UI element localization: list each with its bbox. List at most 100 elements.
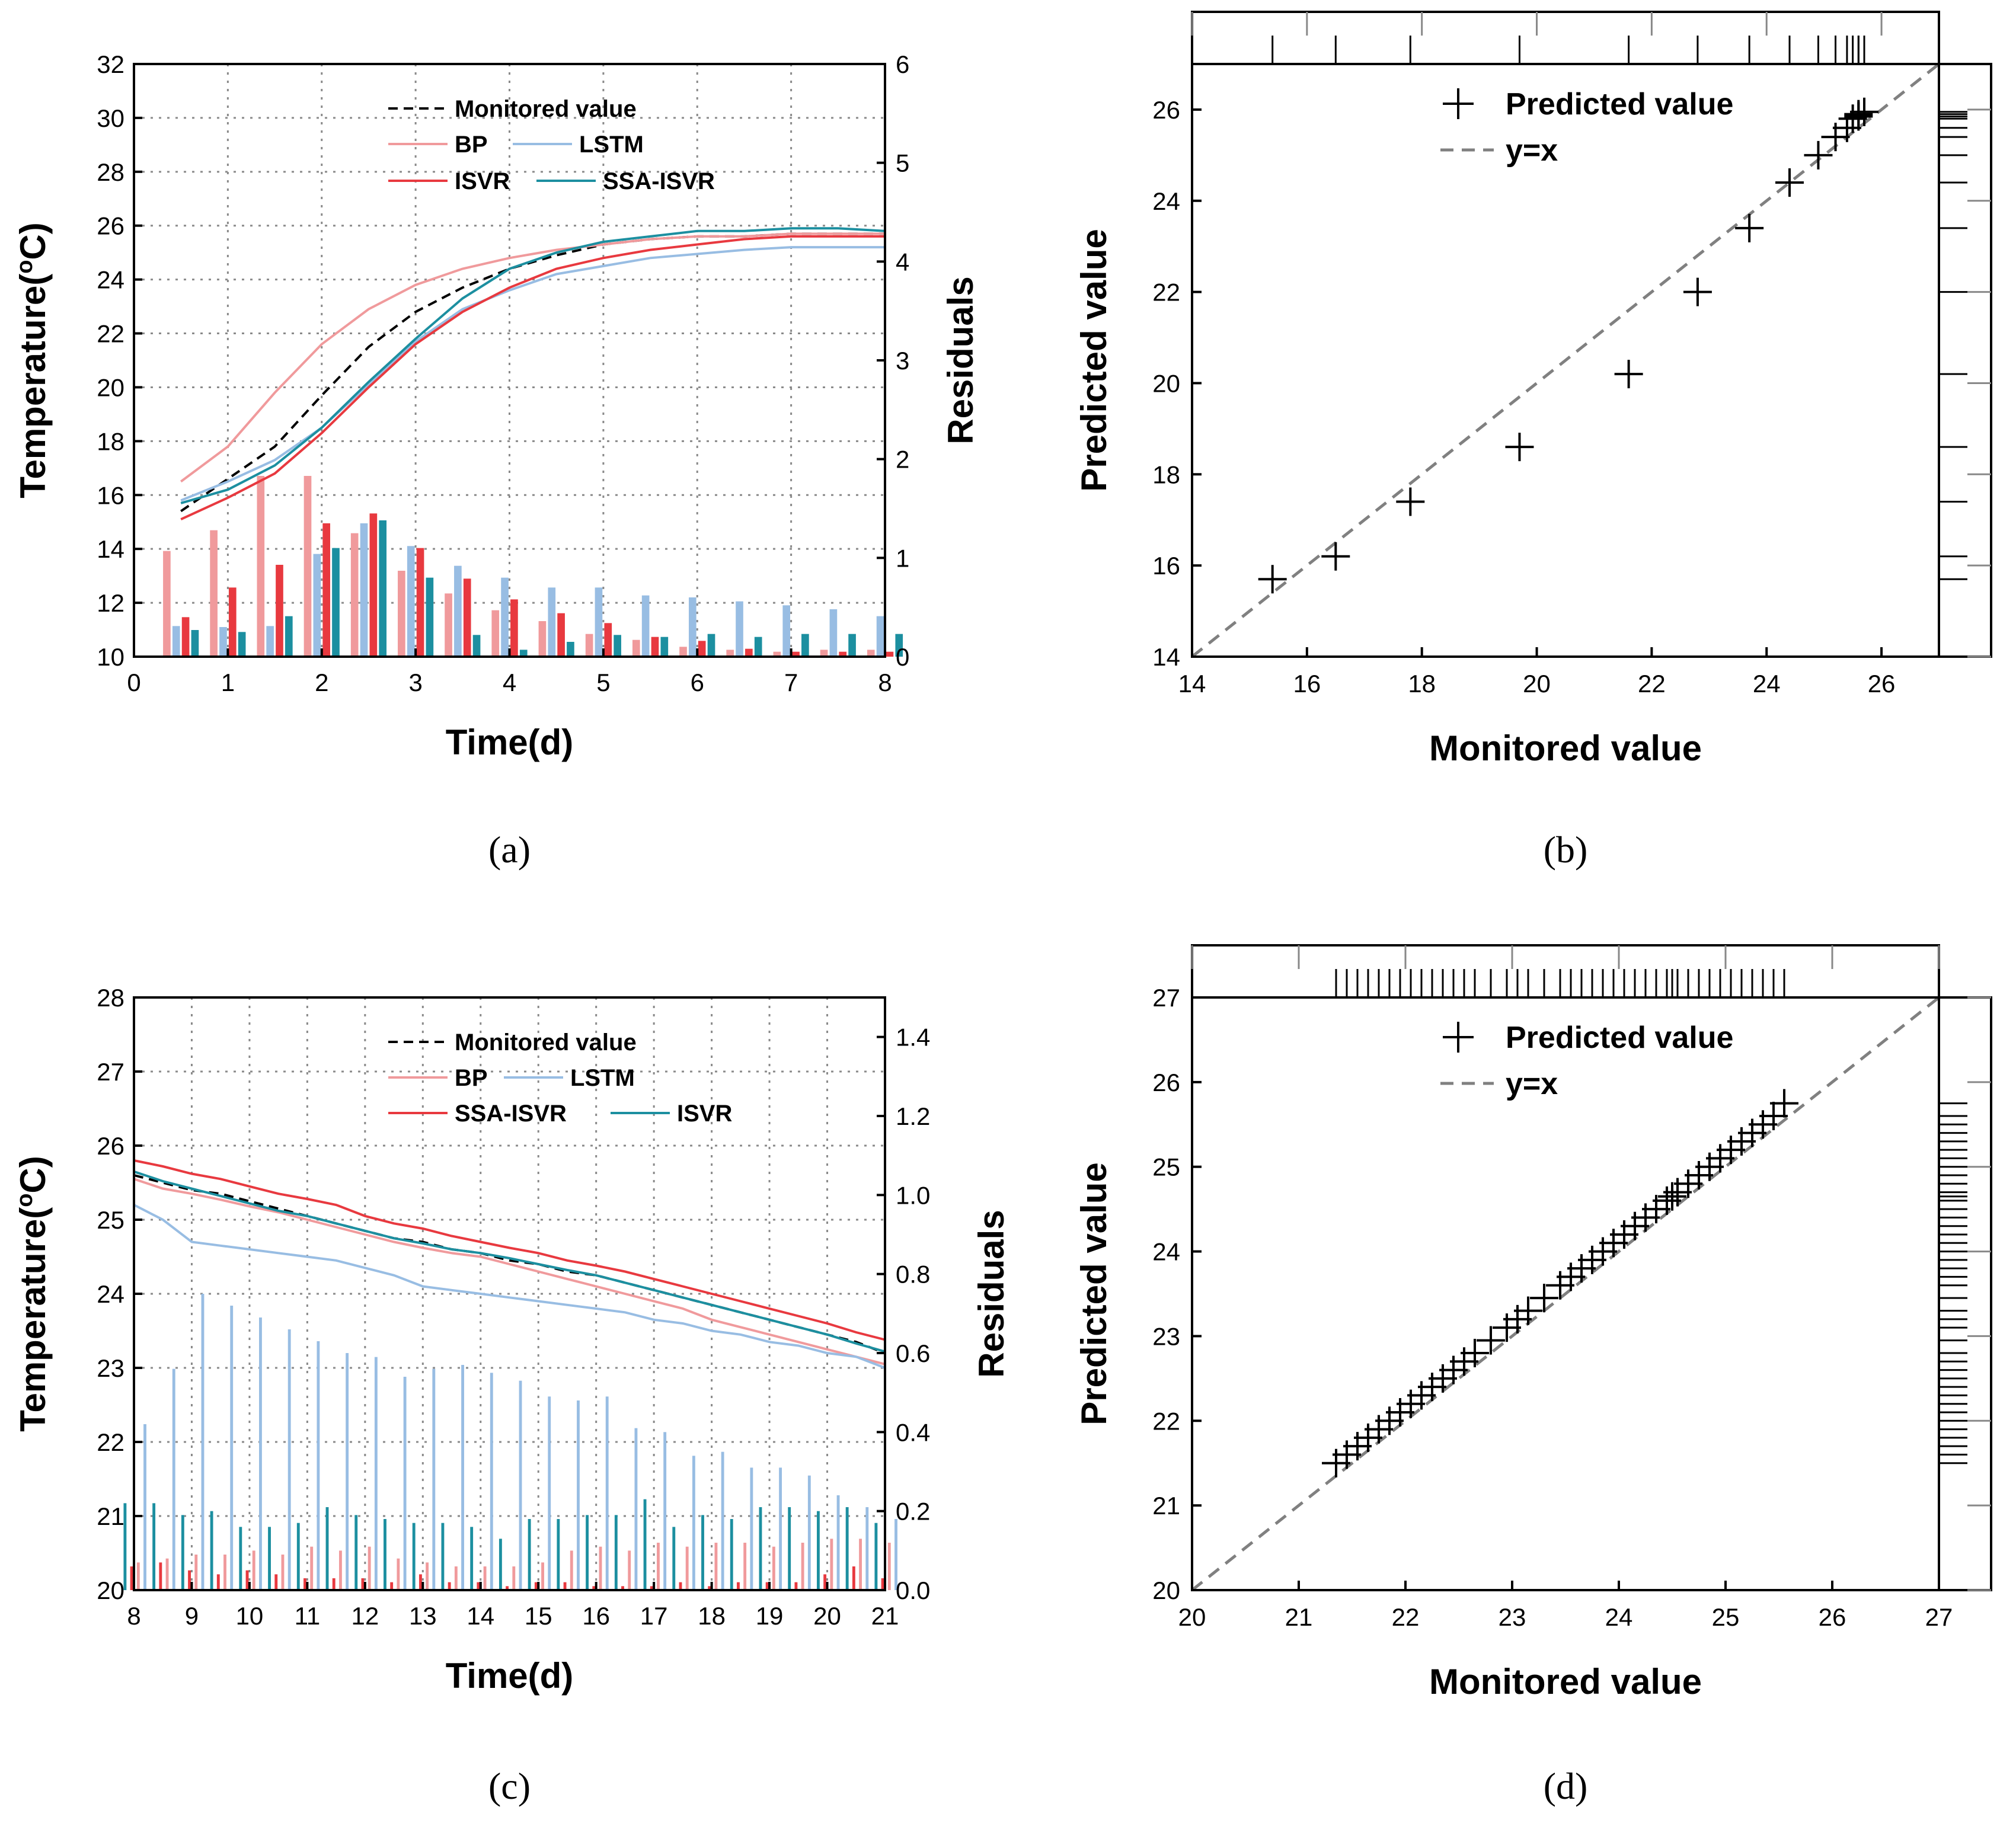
residual-bar-BP (512, 1566, 516, 1590)
residual-bar-BP (210, 530, 218, 657)
residual-bar-BP (772, 1546, 775, 1590)
residual-bar-LSTM (360, 523, 368, 657)
series-line-monitored (133, 1174, 886, 1354)
x-tick-label: 23 (1499, 1603, 1526, 1631)
y-right-tick-label: 0.6 (896, 1339, 930, 1367)
residual-bar-SSA-ISVR (470, 1527, 474, 1590)
residual-bar-BP (628, 1550, 631, 1590)
x-tick-label: 25 (1712, 1603, 1740, 1631)
y-right-tick-label: 1.2 (896, 1102, 930, 1130)
panel-label: (d) (1544, 1765, 1588, 1807)
x-tick-label: 18 (1408, 670, 1436, 698)
panel-a: 0 1 2 3 4 5 6 7 81012141618202224262830320123456… (97, 50, 980, 871)
residual-bar-BP (338, 1550, 342, 1590)
y-right-tick-label: 1.0 (896, 1181, 930, 1209)
residual-bar-ISVR (698, 641, 706, 657)
residual-bar-SSA-ISVR (845, 1507, 849, 1590)
residual-bar-BP (163, 551, 171, 657)
residual-bar-BP (350, 533, 359, 657)
x-tick-label: 6 (691, 669, 704, 696)
residual-bar-BP (867, 650, 875, 657)
residual-bar-ISVR (188, 1570, 191, 1590)
legend-label: BP (455, 1065, 488, 1091)
residual-bar-LSTM (663, 1432, 667, 1590)
residual-bar-SSA-ISVR (499, 1539, 502, 1590)
residual-bar-BP (570, 1550, 573, 1590)
y-tick-label: 27 (97, 1058, 124, 1086)
residual-bar-ISVR (557, 613, 565, 657)
residual-bar-LSTM (894, 1519, 897, 1590)
residual-bar-SSA-ISVR (801, 634, 809, 657)
panel-label: (c) (488, 1765, 531, 1807)
residual-bar-BP (541, 1562, 544, 1590)
residual-bar-ISVR (886, 651, 894, 657)
residual-bar-LSTM (876, 616, 884, 657)
residual-bar-LSTM (172, 626, 180, 657)
x-tick-label: 11 (295, 1602, 321, 1630)
residual-bar-LSTM (403, 1377, 407, 1590)
residual-bar-SSA-ISVR (730, 1519, 733, 1590)
residual-bar-SSA-ISVR (528, 1519, 531, 1590)
residual-bar-ISVR (852, 1566, 855, 1590)
residual-bar-LSTM (782, 605, 791, 657)
legend-label: Monitored value (455, 96, 637, 122)
residual-bar-ISVR (745, 648, 753, 657)
y-tick-label: 24 (97, 266, 124, 294)
x-tick-label: 20 (1523, 670, 1551, 698)
x-tick-label: 26 (1868, 670, 1896, 698)
y-tick-label: 26 (97, 1132, 124, 1160)
y-tick-label: 30 (97, 104, 124, 132)
residual-bar-SSA-ISVR (759, 1507, 762, 1590)
y-axis-title: Temperature(oC) (12, 222, 53, 498)
series-line-ISVR (180, 235, 885, 521)
x-tick-label: 27 (1925, 1603, 1953, 1631)
residual-bar-LSTM (201, 1294, 205, 1590)
y-right-tick-label: 5 (896, 149, 909, 177)
residual-bar-BP (194, 1555, 198, 1590)
residual-bar-SSA-ISVR (660, 637, 669, 657)
residual-bar-SSA-ISVR (426, 577, 434, 657)
residual-bar-SSA-ISVR (332, 548, 340, 657)
panel-label: (b) (1544, 829, 1588, 871)
x-tick-label: 8 (878, 669, 892, 696)
residual-bar-BP (368, 1546, 371, 1590)
y-right-tick-label: 6 (896, 50, 909, 78)
x-tick-label: 5 (596, 669, 610, 696)
residual-bar-LSTM (259, 1317, 262, 1590)
residual-bar-SSA-ISVR (268, 1527, 271, 1590)
residual-bar-BP (426, 1562, 429, 1590)
series-line-BP (133, 1178, 886, 1365)
residual-bar-ISVR (737, 1582, 740, 1590)
plot-frame (133, 63, 886, 658)
residual-bar-ISVR (794, 1582, 798, 1590)
y-tick-label: 20 (97, 373, 124, 401)
residual-bar-ISVR (418, 1574, 422, 1590)
residual-bar-SSA-ISVR (895, 634, 903, 657)
y-right-tick-label: 0.4 (896, 1418, 930, 1446)
residual-bar-ISVR (708, 1586, 711, 1590)
y-tick-label: 32 (97, 50, 124, 78)
x-tick-label: 7 (784, 669, 798, 696)
residual-bar-BP (773, 651, 781, 657)
residual-bar-SSA-ISVR (296, 1523, 300, 1590)
legend-label: SSA-ISVR (455, 1101, 567, 1127)
residual-bar-ISVR (274, 1574, 278, 1590)
residual-bar-SSA-ISVR (238, 632, 246, 657)
residual-bar-LSTM (501, 577, 509, 657)
residual-bar-SSA-ISVR (441, 1523, 445, 1590)
x-tick-label: 2 (315, 669, 328, 696)
x-tick-label: 17 (640, 1602, 668, 1630)
residual-bar-BP (483, 1566, 487, 1590)
x-tick-label: 10 (236, 1602, 264, 1630)
residual-bar-SSA-ISVR (614, 1515, 618, 1590)
x-axis-title: Time(d) (446, 1656, 574, 1696)
residual-bar-LSTM (688, 597, 697, 657)
x-tick-label: 14 (1178, 670, 1206, 698)
residual-bar-ISVR (216, 1574, 220, 1590)
residual-bar-ISVR (563, 1582, 567, 1590)
residual-bar-BP (599, 1546, 602, 1590)
y-tick-label: 22 (1152, 279, 1180, 306)
y-tick-label: 18 (1152, 461, 1180, 488)
y-right-tick-label: 0.0 (896, 1576, 930, 1604)
